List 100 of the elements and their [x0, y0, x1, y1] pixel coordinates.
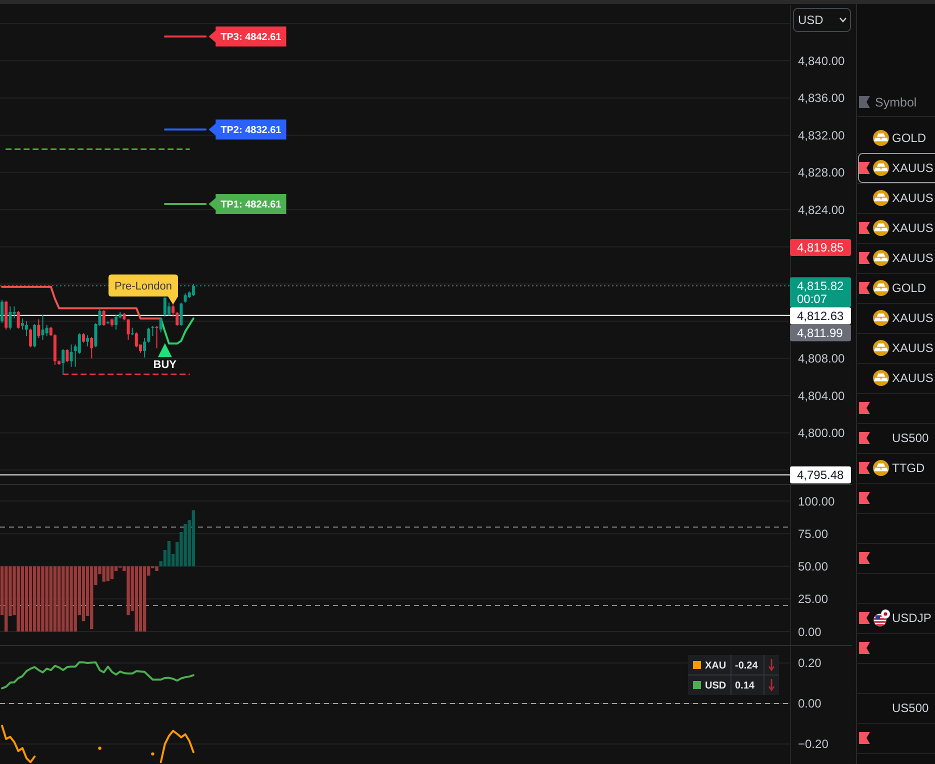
bar — [45, 566, 48, 632]
y-tick-label: 4,800.00 — [798, 426, 846, 440]
series-label: TP1: 4824.61 — [220, 199, 282, 210]
bar — [41, 566, 44, 632]
ref-line-label: 4,812.63 — [797, 308, 844, 323]
legend-label: XAU — [705, 660, 726, 672]
bar — [184, 524, 187, 566]
bar — [102, 566, 106, 582]
category-label: XAUUS — [892, 341, 934, 356]
bar — [57, 566, 61, 632]
annotation: 0.14 — [735, 680, 755, 692]
y-tick-label: 4,804.00 — [798, 388, 846, 403]
ref-line-label: 4,815.82 00:07 — [797, 278, 844, 306]
y-tick-label: −0.20 — [798, 737, 829, 752]
bar — [142, 566, 146, 632]
annotation: Pre-London — [114, 280, 172, 292]
bar — [20, 566, 24, 632]
candlestick — [172, 304, 175, 318]
bar — [74, 566, 77, 632]
category-label: TTGD — [892, 461, 925, 476]
bar — [90, 566, 94, 630]
candlestick — [155, 325, 158, 349]
candlestick — [66, 348, 69, 363]
candlestick — [70, 344, 73, 368]
line-series — [1, 661, 194, 690]
category-label: US500 — [892, 431, 930, 446]
category-label: XAUUS — [892, 311, 934, 326]
bar — [106, 566, 110, 582]
candlestick — [134, 332, 138, 348]
candlestick — [180, 302, 183, 326]
candlestick — [37, 318, 40, 338]
category-label: US500 — [892, 701, 930, 716]
candlestick — [86, 334, 90, 347]
text: Symbol — [875, 95, 917, 110]
candlestick — [24, 320, 28, 337]
category-label: XAUUS — [892, 161, 934, 176]
y-tick-label: 100.00 — [798, 494, 836, 508]
bar — [167, 540, 171, 566]
bar — [24, 566, 28, 632]
candlestick — [82, 332, 85, 344]
category-label: XAUUS — [892, 251, 934, 266]
candlestick — [159, 317, 162, 333]
candlestick — [20, 318, 24, 330]
bar — [4, 566, 8, 632]
series-label: BUY — [153, 359, 178, 372]
bar — [66, 566, 69, 632]
series-label: TP3: 4842.61 — [220, 32, 282, 44]
bar — [134, 566, 138, 632]
candlestick — [90, 336, 94, 359]
category-label: GOLD — [892, 281, 926, 296]
y-tick-label: 75.00 — [798, 526, 828, 541]
y-tick-label: 4,808.00 — [798, 352, 846, 366]
y-tick-label: 4,828.00 — [798, 166, 846, 180]
candlestick — [41, 314, 44, 340]
bar — [138, 566, 142, 632]
candlestick — [62, 348, 65, 375]
legend-label: USD — [705, 680, 726, 692]
candlestick — [167, 302, 170, 316]
candlestick — [126, 318, 130, 340]
bar — [192, 510, 196, 566]
y-axis-title: USD — [798, 13, 824, 28]
candlestick — [0, 299, 4, 324]
candlestick — [143, 337, 146, 358]
candlestick — [45, 324, 48, 337]
text: 4,819.85 — [797, 240, 844, 255]
y-tick-label: 0.20 — [798, 656, 822, 670]
bar — [16, 566, 20, 632]
category-label: USDJP — [892, 611, 932, 626]
candlestick — [29, 328, 32, 348]
y-tick-label: 4,836.00 — [798, 91, 846, 106]
y-tick-label: 4,840.00 — [798, 54, 846, 68]
candlestick — [163, 296, 166, 318]
bar — [37, 566, 40, 632]
y-tick-label: 50.00 — [798, 560, 828, 574]
bar — [110, 566, 114, 580]
candlestick — [33, 324, 36, 348]
category-label: XAUUS — [892, 191, 934, 206]
category-label: XAUUS — [892, 371, 934, 386]
ref-line-label: 4,795.48 — [797, 468, 844, 482]
candlestick — [176, 311, 179, 326]
text: 4,811.99 — [797, 326, 844, 340]
candlestick — [78, 332, 81, 354]
candlestick — [114, 314, 118, 330]
bar — [62, 566, 65, 632]
bar — [70, 566, 73, 632]
bar — [49, 566, 52, 632]
candlestick — [49, 326, 52, 337]
y-tick-label: 25.00 — [798, 592, 828, 606]
candlestick — [147, 327, 150, 344]
category-label: GOLD — [892, 131, 926, 146]
bar — [82, 566, 86, 622]
bar — [155, 566, 158, 572]
bar — [33, 566, 36, 632]
y-tick-label: 0.00 — [798, 624, 822, 639]
bar — [28, 566, 32, 632]
candlestick — [102, 310, 106, 326]
category-label: XAUUS — [892, 221, 934, 236]
y-tick-label: 0.00 — [798, 696, 822, 711]
candlestick — [184, 292, 187, 304]
bar — [53, 566, 57, 632]
